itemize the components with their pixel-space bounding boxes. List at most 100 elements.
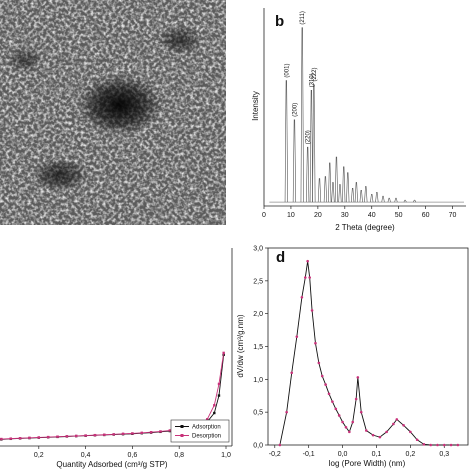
- panel-c-point: [159, 430, 162, 433]
- panel-d-x-tick-label: 0,0: [338, 451, 348, 458]
- panel-d-point: [378, 435, 382, 439]
- panel-c-point: [222, 351, 225, 355]
- panel-d-point: [371, 433, 375, 437]
- panel-d-point: [351, 420, 355, 424]
- panel-c-point: [140, 431, 143, 435]
- panel-d-point: [337, 414, 341, 417]
- panel-b-peak-label: (310): [309, 73, 315, 87]
- legend-desorption-marker: [180, 434, 184, 437]
- panel-b-x-tick-label: 40: [368, 212, 376, 219]
- panel-d-point: [348, 430, 351, 434]
- panel-d-point: [422, 443, 426, 446]
- panel-d-point: [359, 410, 363, 414]
- panel-b-peak: [359, 190, 363, 203]
- panel-d-point: [290, 371, 294, 375]
- panel-b-x-tick-label: 60: [422, 212, 430, 219]
- panel-b-label: b: [275, 13, 284, 30]
- panel-d-point: [314, 341, 317, 345]
- panel-b-peak: [351, 188, 355, 203]
- legend-adsorption-marker: [180, 425, 184, 428]
- panel-d-x-tick-label: 0,1: [372, 451, 382, 458]
- panel-b-x-tick-label: 70: [449, 212, 457, 219]
- panel-b-peak: [387, 197, 391, 203]
- panel-d-point: [365, 429, 368, 432]
- panel-d-x-tick-label: -0,2: [269, 451, 281, 458]
- panel-d-point: [456, 443, 460, 447]
- panel-b-peak: [338, 184, 342, 203]
- panel-d-point: [278, 443, 282, 447]
- panel-c-x-tick-label: 0,8: [174, 452, 184, 459]
- panel-b-x-tick-label: 0: [262, 212, 266, 219]
- panel-b-peak: [306, 146, 310, 203]
- panel-b-peak: [354, 182, 358, 203]
- panel-c-isotherm-chart: 0,2 0,4 0,6 0,8 1,0 Adsorption Desorption Qu…: [0, 248, 233, 469]
- panel-d-point: [285, 410, 288, 414]
- panel-a-sem-image: [0, 0, 226, 225]
- panel-d-point: [392, 422, 395, 426]
- panel-d-point: [324, 383, 327, 386]
- panel-c-point: [18, 437, 22, 440]
- panel-d-point: [385, 430, 388, 434]
- panel-b-x-label: 2 Theta (degree): [335, 223, 395, 232]
- panel-d-point: [303, 276, 307, 279]
- panel-c-point: [217, 394, 221, 397]
- panel-c-point: [93, 433, 97, 437]
- panel-b-peak-label: (220): [306, 130, 312, 144]
- panel-d-y-tick-label: 2,0: [253, 311, 263, 318]
- panel-d-y-tick-label: 2,5: [253, 278, 263, 285]
- panel-d-point: [344, 425, 348, 429]
- panel-d-x-tick-label: 0,2: [406, 451, 416, 458]
- panel-d-point: [442, 443, 446, 447]
- panel-b-y-label: Intensity: [251, 91, 260, 121]
- panel-c-point: [131, 432, 134, 435]
- panel-d-x-label: log (Pore Width) (nm): [329, 459, 406, 468]
- panel-b-peak: [342, 166, 346, 203]
- panel-d-y-tick-label: 0,0: [253, 443, 263, 450]
- panel-d-point: [415, 438, 419, 442]
- panel-d-label: d: [276, 249, 285, 266]
- panel-c-point: [168, 429, 172, 432]
- panel-b-peak: [312, 84, 316, 203]
- panel-b-peak: [381, 195, 385, 203]
- panel-c-x-tick-label: 0,2: [34, 452, 44, 459]
- panel-b-peak: [309, 90, 314, 203]
- panel-b-peak: [375, 191, 379, 203]
- panel-c-point: [206, 418, 209, 421]
- panel-d-point: [331, 400, 334, 403]
- panel-d-point: [356, 376, 360, 379]
- panel-d-point: [300, 295, 304, 299]
- panel-d-series-line: [279, 261, 458, 446]
- panel-c-point: [0, 437, 3, 441]
- panel-b-x-tick-label: 50: [395, 212, 403, 219]
- legend-box: [170, 419, 230, 443]
- panel-c-point: [9, 437, 12, 440]
- panel-d-point: [395, 418, 399, 421]
- panel-d-x-tick-label: 0,3: [439, 451, 449, 458]
- panel-b-peak: [331, 182, 335, 203]
- panel-d-point: [341, 420, 344, 424]
- panel-b-peak: [323, 176, 328, 203]
- panel-d-point: [354, 397, 358, 401]
- panel-c-point: [37, 436, 40, 439]
- panel-c-point: [84, 434, 87, 437]
- panel-b-x-tick-label: 10: [287, 212, 295, 219]
- panel-b-x-tick-label: 30: [341, 212, 349, 219]
- panel-d-point: [308, 276, 311, 279]
- panel-b-peak: [292, 119, 297, 203]
- panel-b-peak: [346, 172, 350, 203]
- panel-d-point: [449, 443, 453, 447]
- panel-d-point: [317, 361, 321, 365]
- panel-c-x-tick-label: 1,0: [221, 452, 231, 459]
- panel-d-y-tick-label: 3,0: [253, 246, 263, 253]
- panel-b-peak-label: (222): [312, 67, 318, 81]
- panel-d-y-tick-label: 1,0: [253, 377, 263, 384]
- panel-d-point: [310, 309, 314, 312]
- panel-b-peak-label: (211): [300, 11, 306, 25]
- panel-b-peak: [394, 197, 398, 203]
- panel-b-x-tick-label: 20: [314, 212, 322, 219]
- panel-d-point: [295, 335, 299, 338]
- panel-b-peak: [284, 80, 288, 203]
- panel-d-y-tick-label: 1,5: [253, 344, 263, 351]
- panel-d-x-tick-label: -0,1: [303, 451, 315, 458]
- panel-c-point: [121, 432, 125, 435]
